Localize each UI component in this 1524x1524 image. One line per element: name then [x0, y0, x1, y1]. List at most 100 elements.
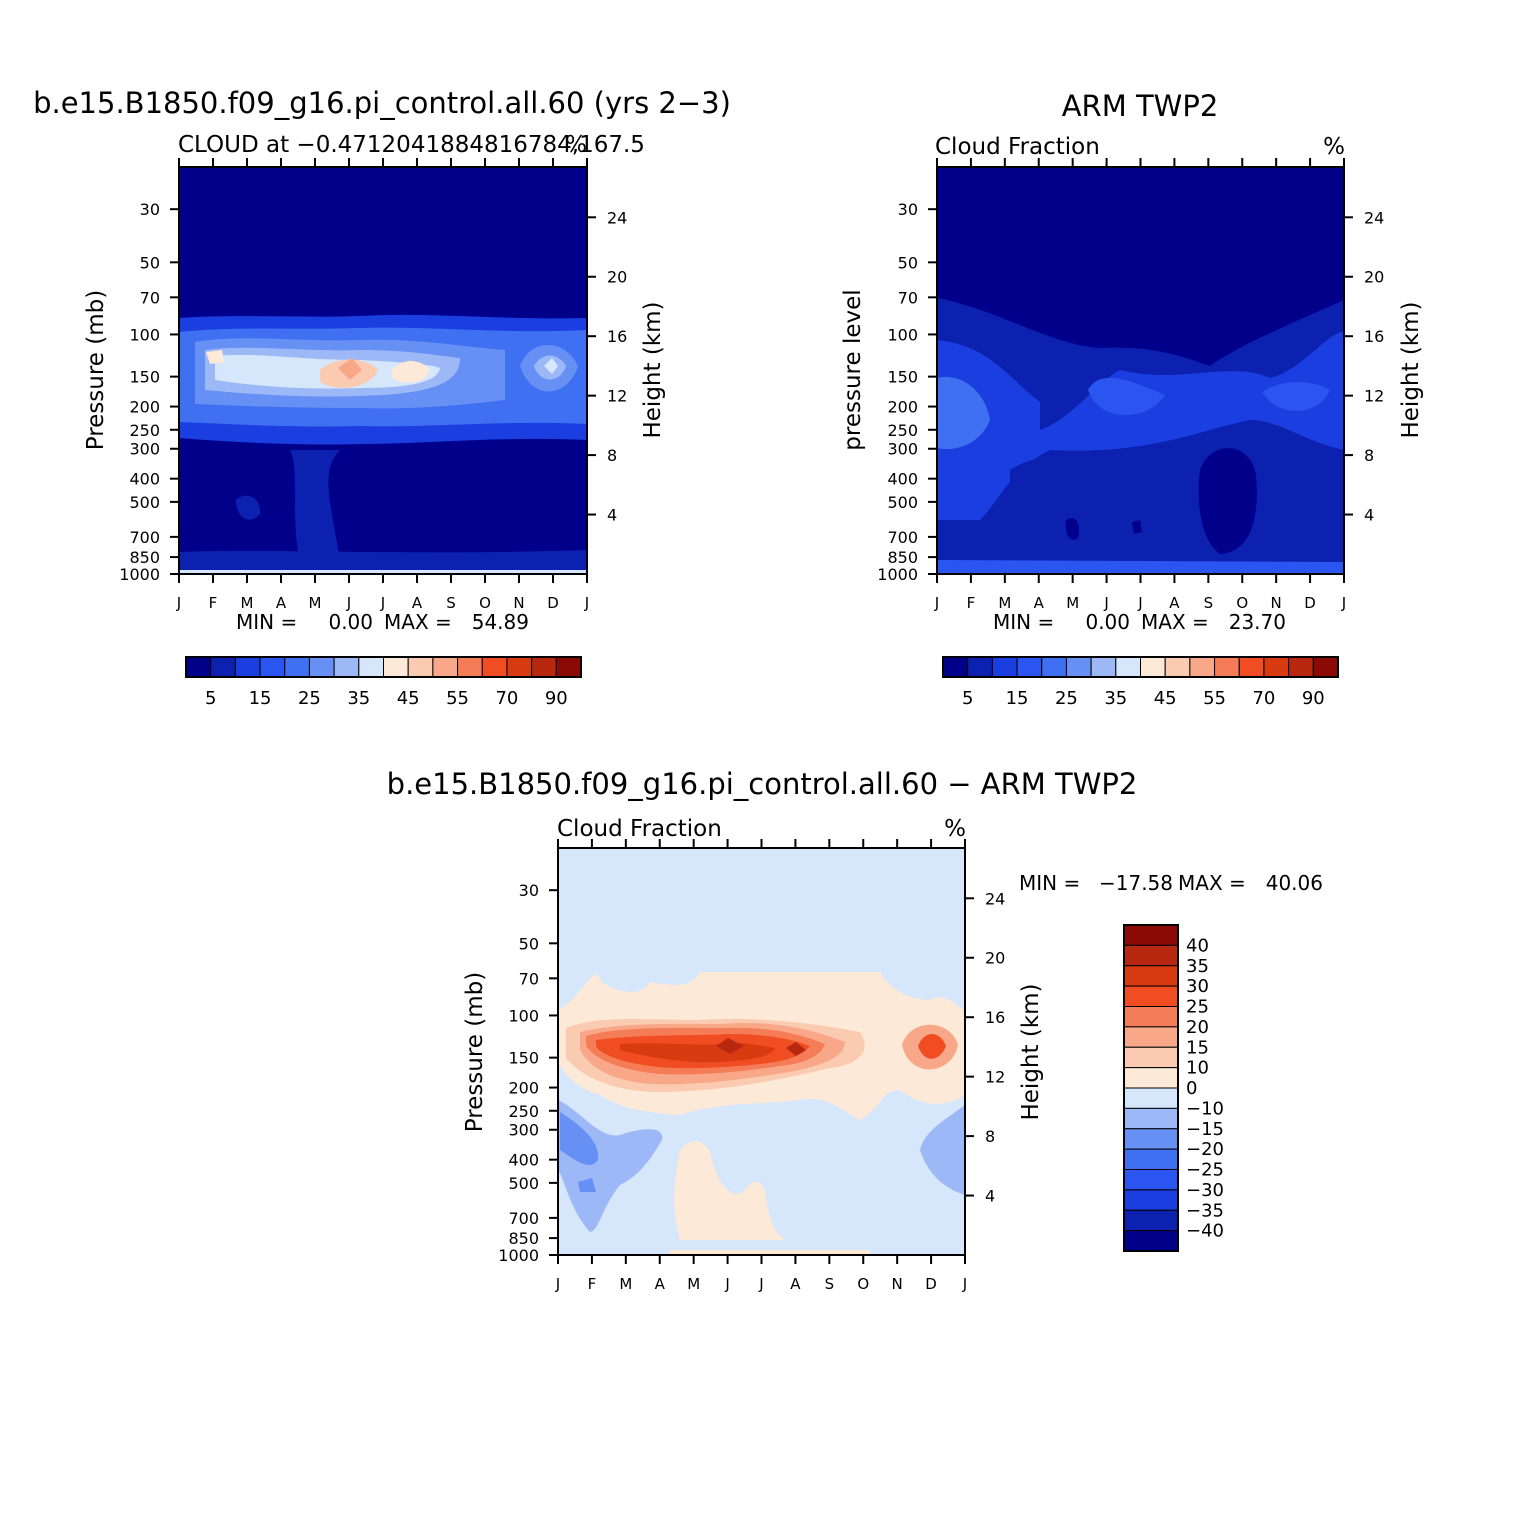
- model-xtick-label: J: [176, 594, 181, 612]
- model-ytick-label: 100: [129, 325, 160, 344]
- diff-colorbar-swatch: [1123, 1189, 1179, 1211]
- obs-colorbar-swatch: [1189, 656, 1216, 678]
- obs-htick-label: 24: [1364, 208, 1384, 227]
- diff-plot-area: [558, 848, 965, 1255]
- model-cloud-peak-aug: [392, 361, 430, 383]
- obs-cloud-patch-jan: [937, 376, 990, 450]
- obs-xtick-label: J: [934, 594, 939, 612]
- model-xtick-label: F: [209, 594, 218, 612]
- obs-colorbar-label: 15: [1006, 688, 1029, 709]
- diff-negative-region-dec: [920, 1105, 965, 1195]
- obs-colorbar-swatch: [1312, 656, 1339, 678]
- obs-colorbar-label: 5: [962, 688, 973, 709]
- model-colorbar-swatch: [481, 656, 508, 678]
- diff-colorbar-swatch: [1123, 924, 1179, 946]
- obs-colorbar-swatch: [1238, 656, 1265, 678]
- diff-ytick-label: 30: [519, 881, 539, 900]
- model-cloud-peak-feb: [206, 350, 224, 364]
- obs-ytick-label: 700: [887, 528, 918, 547]
- diff-htick-label: 12: [985, 1068, 1005, 1087]
- obs-colorbar-label: 70: [1252, 688, 1275, 709]
- model-mid-cloud: [290, 450, 340, 560]
- obs-xtick-label: A: [1034, 594, 1045, 612]
- obs-colorbar-swatch: [1041, 656, 1067, 678]
- obs-colorbar-swatch: [1140, 656, 1166, 678]
- model-ytick-label: 500: [129, 493, 160, 512]
- obs-cloud-band-15: [937, 331, 1344, 520]
- model-ytick-label: 700: [129, 528, 160, 547]
- obs-max-value: 23.70: [1229, 610, 1286, 634]
- model-xtick-label: A: [276, 594, 287, 612]
- obs-ylabel: pressure level: [840, 289, 866, 450]
- diff-ytick-label: 150: [508, 1049, 539, 1068]
- model-colorbar-swatch: [234, 656, 261, 678]
- diff-colorbar-label: 20: [1186, 1017, 1209, 1038]
- panel-model: b.e15.B1850.f09_g16.pi_control.all.60 (y…: [33, 86, 731, 709]
- diff-negative-core-jan: [560, 1112, 599, 1166]
- diff-ytick-label: 250: [508, 1102, 539, 1121]
- diff-ytick-label: 850: [508, 1229, 539, 1248]
- obs-xtick-label: S: [1204, 594, 1214, 612]
- model-xtick-label: D: [547, 594, 559, 612]
- obs-ytick-label: 70: [898, 288, 918, 307]
- model-htick-label: 12: [607, 387, 627, 406]
- model-colorbar-label: 90: [545, 688, 568, 709]
- model-htick-label: 4: [607, 506, 617, 525]
- obs-units: %: [1323, 134, 1345, 160]
- diff-cloud-peak-dec-core: [918, 1034, 946, 1059]
- model-colorbar-swatch: [333, 656, 360, 678]
- diff-colorbar-swatch: [1123, 965, 1179, 987]
- obs-colorbar-label: 35: [1104, 688, 1127, 709]
- obs-htick-label: 8: [1364, 446, 1374, 465]
- diff-colorbar-swatch: [1123, 1169, 1179, 1191]
- obs-ytick-label: 50: [898, 253, 918, 272]
- model-ytick-label: 30: [140, 200, 160, 219]
- obs-colorbar-swatch: [1214, 656, 1240, 678]
- diff-htick-label: 8: [985, 1127, 995, 1146]
- obs-ytick-label: 1000: [877, 565, 918, 584]
- obs-ytick-label: 500: [887, 493, 918, 512]
- model-title: b.e15.B1850.f09_g16.pi_control.all.60 (y…: [33, 86, 731, 120]
- model-min-label: MIN =: [236, 610, 297, 634]
- diff-colorbar-label: 0: [1186, 1078, 1197, 1099]
- model-ytick-label: 200: [129, 398, 160, 417]
- obs-title: ARM TWP2: [1062, 89, 1219, 123]
- obs-ylabel-right: Height (km): [1398, 301, 1424, 438]
- diff-negative-core-feb: [578, 1178, 596, 1192]
- diff-colorbar-swatch: [1123, 1026, 1179, 1048]
- model-xtick-label: A: [412, 594, 423, 612]
- diff-colorbar-swatch: [1123, 1087, 1179, 1109]
- model-ytick-label: 850: [129, 548, 160, 567]
- diff-colorbar-swatch: [1123, 1209, 1179, 1232]
- model-colorbar-swatch: [555, 656, 582, 678]
- model-plot-area: [179, 167, 587, 574]
- diff-units: %: [944, 816, 966, 842]
- obs-colorbar-swatch: [1263, 656, 1290, 678]
- model-colorbar-label: 45: [397, 688, 420, 709]
- obs-colorbar-swatch: [1288, 656, 1314, 678]
- obs-ytick-label: 150: [887, 368, 918, 387]
- diff-colorbar-frame: [1123, 924, 1179, 1252]
- obs-colorbar-label: 45: [1154, 688, 1177, 709]
- model-colorbar-label: 15: [249, 688, 272, 709]
- diff-xtick-label: S: [825, 1275, 835, 1293]
- diff-subtitle: Cloud Fraction: [557, 816, 722, 842]
- diff-colorbar-label: 25: [1186, 997, 1209, 1018]
- model-colorbar-label: 35: [347, 688, 370, 709]
- model-xtick-label: O: [479, 594, 491, 612]
- model-colorbar-swatch: [284, 656, 310, 678]
- obs-htick-label: 12: [1364, 387, 1384, 406]
- obs-ytick-label: 30: [898, 200, 918, 219]
- obs-colorbar-swatch: [1016, 656, 1043, 678]
- diff-max-label: MAX =: [1178, 871, 1246, 895]
- diff-min-value: −17.58: [1099, 871, 1173, 895]
- obs-mid-clear-core: [1198, 448, 1257, 554]
- diff-ylabel: Pressure (mb): [462, 972, 488, 1132]
- model-xtick-label: J: [584, 594, 589, 612]
- diff-ytick-label: 50: [519, 934, 539, 953]
- obs-colorbar-swatch: [1164, 656, 1191, 678]
- diff-htick-label: 24: [985, 889, 1005, 908]
- obs-min-label: MIN =: [993, 610, 1054, 634]
- diff-colorbar-label: −15: [1186, 1119, 1224, 1140]
